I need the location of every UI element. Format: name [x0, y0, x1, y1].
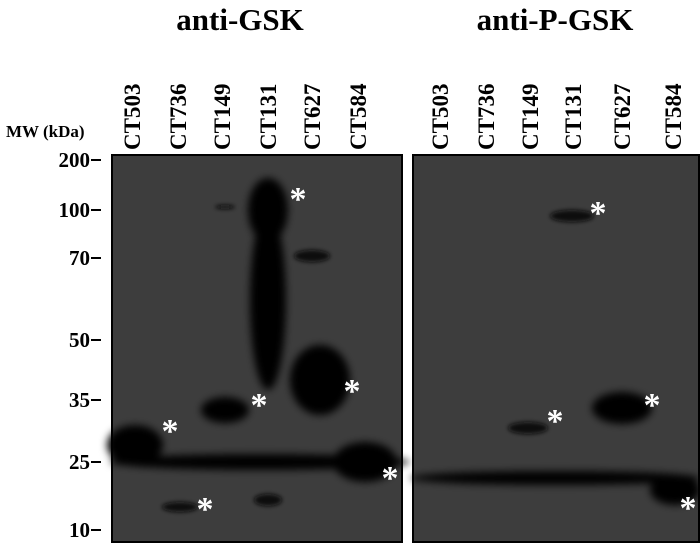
mw-marker: 25 — [69, 450, 90, 474]
asterisk: * — [251, 387, 268, 424]
mw-marker: 100 — [59, 198, 91, 222]
asterisk: * — [382, 460, 399, 497]
asterisk: * — [590, 195, 607, 232]
lane-label: CT149 — [210, 84, 235, 150]
lane-label: CT503 — [120, 84, 145, 150]
mw-marker: 35 — [69, 388, 90, 412]
gel-left — [107, 154, 410, 543]
gel-right — [410, 154, 700, 543]
mw-marker: 70 — [69, 246, 90, 270]
asterisk: * — [197, 491, 214, 528]
asterisk: * — [644, 387, 661, 424]
lane-label: CT736 — [474, 84, 499, 150]
lane-label: CT131 — [561, 84, 586, 150]
panel-title: anti-GSK — [176, 2, 303, 37]
lane-label: CT149 — [518, 84, 543, 150]
mw-marker: 200 — [59, 148, 91, 172]
mw-marker: 10 — [69, 518, 90, 542]
asterisk: * — [344, 373, 361, 410]
lane-label: CT627 — [300, 84, 325, 150]
mw-label: MW (kDa) — [6, 122, 85, 141]
asterisk: * — [162, 413, 179, 450]
lane-label: CT736 — [166, 84, 191, 150]
lane-label: CT584 — [661, 83, 686, 150]
asterisk: * — [290, 181, 307, 218]
panel-title: anti-P-GSK — [477, 2, 634, 37]
mw-marker: 50 — [69, 328, 90, 352]
asterisk: * — [680, 490, 697, 527]
lane-label: CT503 — [428, 84, 453, 150]
lane-label: CT584 — [346, 83, 371, 150]
asterisk: * — [547, 403, 564, 440]
lane-label: CT131 — [256, 84, 281, 150]
lane-label: CT627 — [610, 84, 635, 150]
